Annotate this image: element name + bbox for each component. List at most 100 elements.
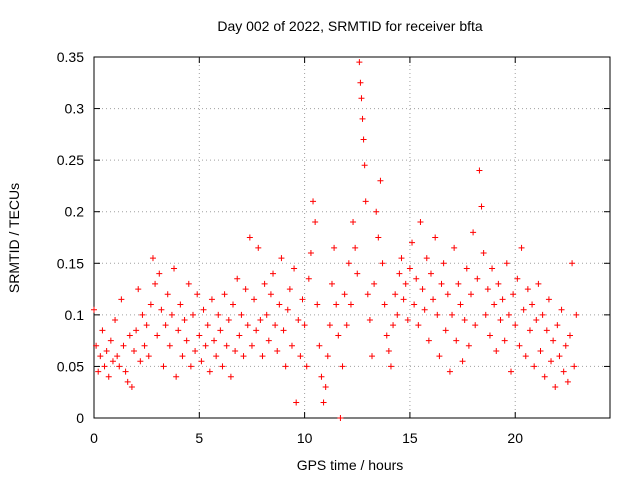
data-point bbox=[91, 306, 97, 313]
data-point bbox=[114, 353, 121, 360]
data-point bbox=[548, 358, 555, 365]
data-point bbox=[497, 317, 504, 324]
data-point bbox=[181, 317, 188, 324]
data-point bbox=[505, 311, 512, 318]
data-point bbox=[196, 332, 203, 339]
data-point bbox=[508, 368, 515, 375]
plot-area bbox=[93, 56, 611, 419]
data-point bbox=[116, 363, 123, 370]
data-point bbox=[573, 311, 580, 318]
data-point bbox=[282, 363, 289, 370]
y-tick-label: 0.1 bbox=[65, 307, 85, 323]
data-point bbox=[503, 260, 510, 267]
data-point bbox=[545, 296, 552, 303]
data-point bbox=[179, 353, 186, 360]
data-point bbox=[501, 337, 508, 344]
data-point bbox=[219, 363, 226, 370]
data-point bbox=[385, 347, 392, 354]
data-point bbox=[423, 255, 430, 262]
data-point bbox=[93, 342, 100, 349]
data-point bbox=[518, 244, 525, 251]
data-point bbox=[451, 244, 458, 251]
data-point bbox=[489, 265, 496, 272]
data-point bbox=[213, 353, 220, 360]
data-point bbox=[556, 353, 563, 360]
data-point bbox=[295, 317, 302, 324]
data-point bbox=[484, 286, 491, 293]
data-point bbox=[510, 291, 517, 298]
data-point bbox=[288, 342, 295, 349]
x-tick-label: 15 bbox=[402, 430, 418, 446]
data-point bbox=[449, 311, 456, 318]
data-point bbox=[467, 291, 474, 298]
data-point bbox=[152, 280, 159, 287]
data-point bbox=[438, 280, 445, 287]
data-point bbox=[394, 311, 401, 318]
data-point bbox=[112, 317, 119, 324]
data-point bbox=[310, 198, 317, 205]
data-point bbox=[375, 234, 382, 241]
data-point bbox=[369, 353, 376, 360]
x-tick-label: 20 bbox=[507, 430, 523, 446]
data-point bbox=[293, 399, 300, 406]
data-point bbox=[427, 270, 434, 277]
data-point bbox=[154, 332, 161, 339]
data-point bbox=[128, 384, 135, 391]
data-point bbox=[514, 275, 521, 282]
y-tick-label: 0.25 bbox=[57, 152, 84, 168]
data-point bbox=[520, 306, 527, 313]
data-point bbox=[360, 136, 367, 143]
data-point bbox=[141, 342, 148, 349]
data-point bbox=[413, 275, 420, 282]
data-point bbox=[373, 208, 380, 215]
data-point bbox=[230, 301, 237, 308]
x-tick-label: 10 bbox=[297, 430, 313, 446]
data-point bbox=[339, 363, 346, 370]
data-point bbox=[122, 368, 129, 375]
data-point bbox=[419, 286, 426, 293]
data-point bbox=[131, 347, 138, 354]
grid-lines bbox=[94, 57, 610, 418]
data-point bbox=[192, 347, 199, 354]
data-point bbox=[215, 311, 222, 318]
data-point bbox=[493, 347, 500, 354]
data-point bbox=[202, 342, 209, 349]
data-point bbox=[465, 342, 472, 349]
data-point bbox=[162, 322, 169, 329]
data-point bbox=[126, 332, 133, 339]
data-point bbox=[198, 358, 205, 365]
data-point bbox=[158, 306, 165, 313]
data-point bbox=[341, 291, 348, 298]
data-point bbox=[415, 322, 422, 329]
data-point bbox=[204, 322, 211, 329]
data-point bbox=[552, 384, 559, 391]
x-tick-label: 5 bbox=[195, 430, 203, 446]
data-point bbox=[208, 296, 215, 303]
data-point bbox=[406, 265, 413, 272]
data-point bbox=[103, 347, 110, 354]
data-point bbox=[133, 327, 140, 334]
data-point bbox=[421, 306, 428, 313]
data-point bbox=[248, 342, 255, 349]
data-point bbox=[242, 286, 249, 293]
data-point bbox=[550, 337, 557, 344]
data-point bbox=[526, 327, 533, 334]
data-point bbox=[571, 363, 578, 370]
data-point bbox=[361, 162, 368, 169]
y-axis-label: SRMTID / TECUs bbox=[6, 183, 22, 293]
data-point bbox=[463, 265, 470, 272]
data-point bbox=[257, 317, 264, 324]
data-point bbox=[543, 327, 550, 334]
data-point bbox=[333, 301, 340, 308]
data-point bbox=[261, 280, 268, 287]
data-point bbox=[284, 306, 291, 313]
data-point bbox=[524, 286, 531, 293]
data-point bbox=[183, 337, 190, 344]
data-point bbox=[417, 219, 424, 226]
data-point bbox=[455, 280, 462, 287]
data-point bbox=[171, 265, 178, 272]
data-point bbox=[337, 415, 344, 421]
data-point bbox=[425, 337, 432, 344]
y-tick-label: 0.35 bbox=[57, 49, 84, 65]
data-point bbox=[436, 353, 443, 360]
